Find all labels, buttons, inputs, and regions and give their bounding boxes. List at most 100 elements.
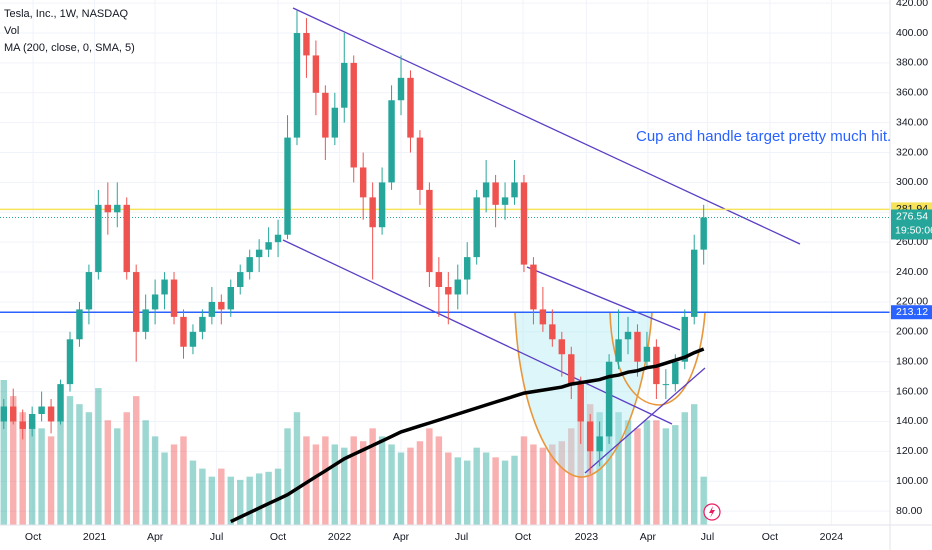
volume-bar xyxy=(662,428,670,525)
x-tick-label: 2022 xyxy=(328,531,352,543)
x-tick-label: Apr xyxy=(640,531,657,543)
candles xyxy=(0,10,707,524)
x-tick-label: Jul xyxy=(455,531,468,543)
alert-icon-bolt xyxy=(709,506,715,518)
volume-bar xyxy=(255,473,263,525)
candle-body xyxy=(265,242,272,250)
candle-body xyxy=(388,100,395,183)
volume-bar xyxy=(208,476,216,525)
x-tick-label: 2023 xyxy=(575,531,599,543)
cup-arc xyxy=(514,312,653,478)
candle-body xyxy=(10,406,17,422)
volume-bar xyxy=(445,452,452,525)
candle-body xyxy=(341,62,348,108)
candle-body xyxy=(586,421,594,452)
volume-bar xyxy=(170,444,178,525)
volume-bar xyxy=(104,420,112,525)
candle-body xyxy=(596,436,603,452)
x-tick-label: Jul xyxy=(701,531,714,543)
candle-body xyxy=(454,279,461,295)
candle-body xyxy=(189,331,197,347)
volume-bar xyxy=(615,412,622,525)
volume-bar xyxy=(539,447,547,525)
volume-bar xyxy=(265,471,272,525)
x-tick-label: Apr xyxy=(393,531,410,543)
volume-bar xyxy=(114,428,121,525)
candle-body xyxy=(85,272,93,310)
volume-bar xyxy=(397,452,405,525)
candle-body xyxy=(274,234,282,243)
volume-bar xyxy=(274,468,282,525)
volume-bar xyxy=(123,412,130,525)
candle-body xyxy=(464,257,471,280)
volume-bar xyxy=(700,476,707,525)
candle-body xyxy=(19,421,26,429)
ma-line xyxy=(230,347,705,524)
volume-bar xyxy=(218,468,225,525)
annotation: Cup and handle target pretty much hit. xyxy=(636,128,891,145)
x-tick-label: 2024 xyxy=(820,531,844,543)
candle-body xyxy=(397,77,405,101)
candle-body xyxy=(0,406,7,422)
y-tick-label: 420.00 xyxy=(896,0,928,9)
time-scale xyxy=(0,525,932,550)
candle-body xyxy=(634,331,641,362)
volume-bar xyxy=(388,444,395,525)
y-tick-label: 400.00 xyxy=(896,27,928,39)
x-tick-label: Apr xyxy=(147,531,164,543)
candle-body xyxy=(180,316,187,347)
volume-bar xyxy=(341,447,348,525)
volume-bar xyxy=(66,396,74,525)
volume-bar xyxy=(520,436,528,525)
candle-body xyxy=(435,272,443,288)
candle-body xyxy=(170,279,178,317)
volume-bar xyxy=(151,436,159,525)
volume-bar xyxy=(464,460,471,525)
y-tick-label: 160.00 xyxy=(896,385,928,397)
y-tick-label: 200.00 xyxy=(896,326,928,338)
volume-bar xyxy=(653,420,660,525)
volume-bar xyxy=(19,412,26,525)
candle-body xyxy=(312,55,320,93)
candle-body xyxy=(605,361,613,437)
candle-body xyxy=(161,279,168,295)
trendline xyxy=(292,7,801,245)
y-tick-label: 180.00 xyxy=(896,355,928,367)
candle-body xyxy=(47,406,55,422)
candle-body xyxy=(293,33,301,138)
candle-body xyxy=(577,384,584,422)
countdown: 19:50:06 xyxy=(895,224,932,236)
candle-body xyxy=(520,182,528,265)
candle-body xyxy=(369,197,376,228)
volume-bar xyxy=(0,380,7,525)
candle-body xyxy=(114,204,121,213)
y-tick-label: 320.00 xyxy=(896,146,928,158)
y-tick-label: 240.00 xyxy=(896,266,928,278)
volume-bar xyxy=(501,460,509,525)
volume-bar xyxy=(142,420,149,525)
volume-layer xyxy=(0,380,707,525)
candle-body xyxy=(303,33,310,56)
x-tick-label: 2021 xyxy=(83,531,107,543)
volume-bar xyxy=(530,444,537,525)
candle-body xyxy=(681,316,688,362)
candle-body xyxy=(331,107,339,138)
candle-body xyxy=(407,77,414,138)
y-tick-label: 340.00 xyxy=(896,116,928,128)
candle-body xyxy=(539,309,547,325)
volume-bar xyxy=(359,441,367,525)
volume-bar xyxy=(312,444,320,525)
candle-body xyxy=(199,316,206,332)
candle-body xyxy=(615,339,622,362)
y-tick-label: 380.00 xyxy=(896,57,928,69)
volume-bar xyxy=(568,428,575,525)
candle-body xyxy=(66,339,74,385)
candle-body xyxy=(643,346,651,362)
candle-body xyxy=(123,204,130,273)
candle-body xyxy=(378,182,386,228)
volume-bar xyxy=(322,436,329,525)
trendline xyxy=(584,367,706,474)
candle-body xyxy=(426,189,433,273)
candle-body xyxy=(322,92,329,138)
